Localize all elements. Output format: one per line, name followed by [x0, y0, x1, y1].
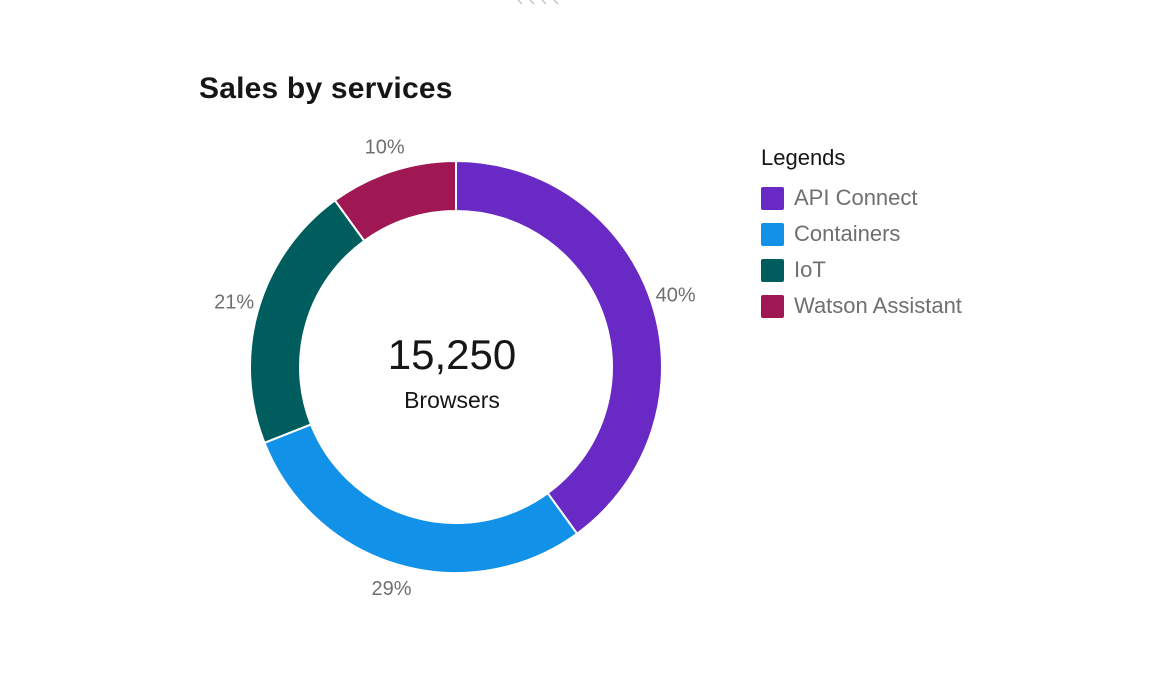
legend-item-iot[interactable]: IoT	[761, 252, 962, 288]
legend: Legends API Connect Containers IoT Watso…	[761, 144, 962, 324]
legend-label: Watson Assistant	[794, 293, 962, 318]
donut-slice-api-connect[interactable]	[455, 159, 663, 536]
legend-title: Legends	[761, 145, 846, 170]
legend-swatch	[761, 294, 784, 318]
center-total-label: Browsers	[404, 387, 500, 413]
slice-percent-label: 21%	[214, 292, 254, 314]
legend-item-watson-assistant[interactable]: Watson Assistant	[761, 288, 962, 324]
donut-slice-watson-assistant[interactable]	[333, 159, 457, 243]
center-total-value: 15,250	[387, 331, 517, 378]
slice-percent-label: 29%	[372, 578, 412, 600]
legend-swatch	[761, 186, 784, 210]
legend-swatch	[761, 222, 784, 246]
donut-slice-iot[interactable]	[249, 198, 366, 445]
legend-item-api-connect[interactable]: API Connect	[761, 180, 962, 216]
chart-title: Sales by services	[199, 72, 453, 105]
slice-percent-label: 40%	[656, 285, 696, 307]
legend-swatch	[761, 258, 784, 282]
legend-label: API Connect	[794, 185, 918, 210]
legend-item-containers[interactable]: Containers	[761, 216, 962, 252]
legend-label: IoT	[794, 257, 826, 282]
slice-percent-label: 10%	[365, 136, 405, 158]
donut-slice-containers[interactable]	[263, 423, 579, 574]
legend-label: Containers	[794, 221, 901, 246]
drag-handle-icon[interactable]	[516, 0, 564, 6]
